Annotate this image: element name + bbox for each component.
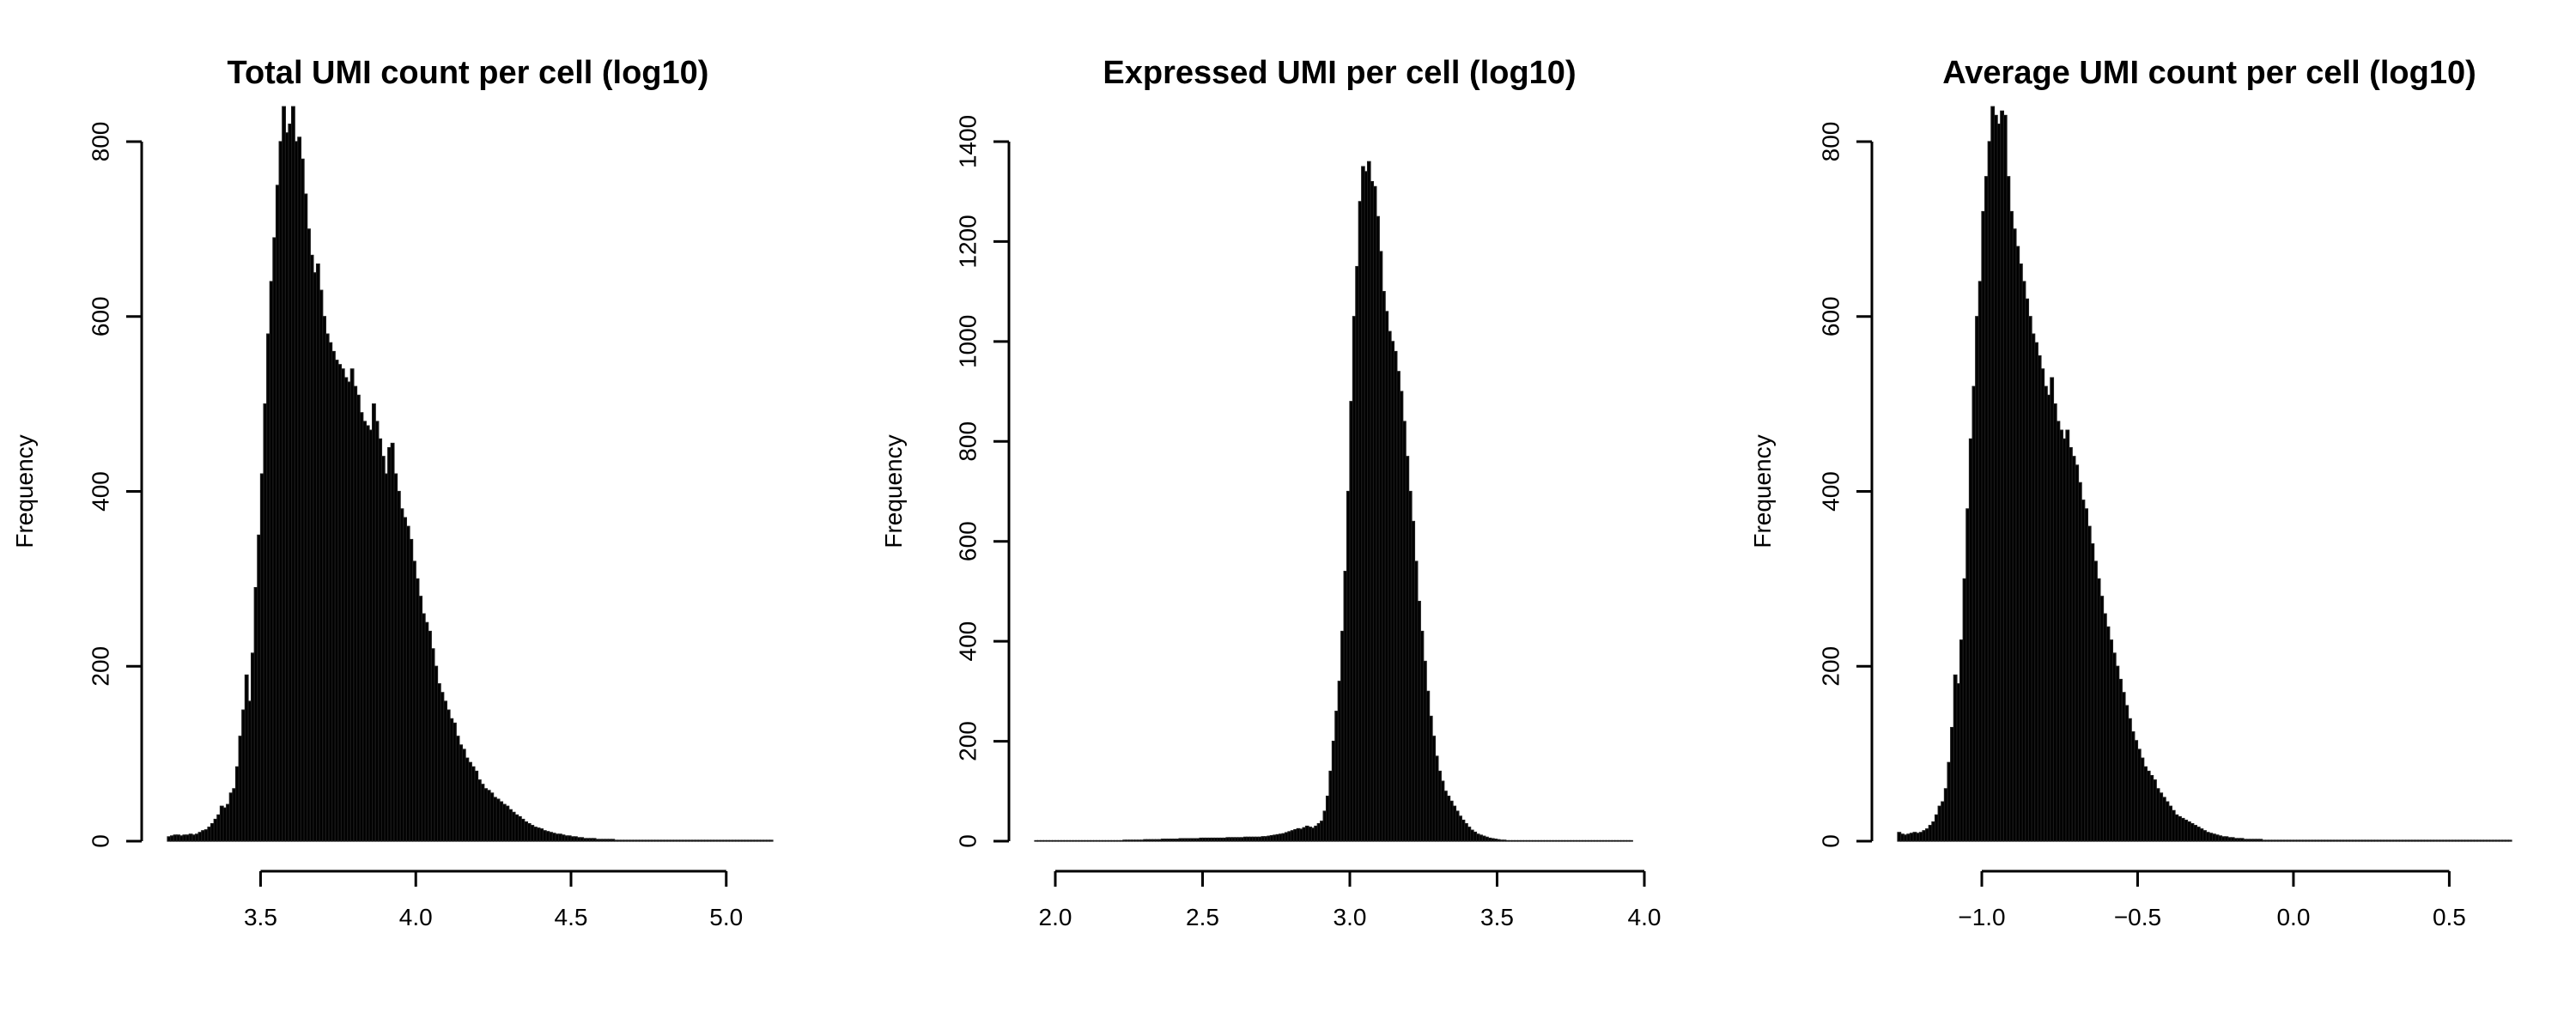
x-axis: −1.0 −0.5 0.0 0.5 <box>1958 869 2466 930</box>
y-tick-label: 1200 <box>955 215 981 268</box>
y-axis: 0 200 400 600 800 <box>1818 122 1874 848</box>
y-tick-label: 0 <box>88 834 114 848</box>
y-tick-label: 400 <box>88 471 114 512</box>
x-tick-label: 4.5 <box>555 904 588 930</box>
y-axis: 0 200 400 600 800 1000 1200 1400 <box>955 115 1011 848</box>
y-tick-label: 200 <box>955 721 981 761</box>
panel-total-umi: Total UMI count per cell (log10) Frequen… <box>11 55 774 930</box>
y-tick-label: 600 <box>1818 296 1844 336</box>
y-tick-label: 800 <box>955 421 981 462</box>
y-tick-label: 600 <box>955 521 981 561</box>
y-tick-label: 800 <box>1818 122 1844 162</box>
y-tick-label: 600 <box>88 296 114 336</box>
histogram-bar <box>1629 839 1633 842</box>
y-tick-label: 0 <box>1818 834 1844 848</box>
histogram-bars <box>1897 106 2512 842</box>
histogram-bar <box>769 839 774 842</box>
histogram-bars <box>167 106 774 842</box>
y-tick-label: 1400 <box>955 115 981 168</box>
y-axis-label: Frequency <box>880 434 907 548</box>
y-tick-label: 1000 <box>955 315 981 368</box>
chart-title: Average UMI count per cell (log10) <box>1942 55 2476 91</box>
y-axis-label: Frequency <box>11 434 38 548</box>
histogram-bars <box>1034 161 1633 842</box>
histogram-bar <box>2507 839 2512 842</box>
panel-expressed-umi: Expressed UMI per cell (log10) Frequency… <box>880 55 1661 930</box>
x-tick-label: 3.5 <box>1480 904 1514 930</box>
x-tick-label: 5.0 <box>709 904 743 930</box>
x-axis: 2.0 2.5 3.0 3.5 4.0 <box>1039 869 1662 930</box>
chart-title: Expressed UMI per cell (log10) <box>1103 55 1576 91</box>
x-tick-label: 0.5 <box>2433 904 2466 930</box>
y-tick-label: 400 <box>1818 471 1844 512</box>
x-tick-label: 0.0 <box>2276 904 2310 930</box>
y-tick-label: 200 <box>88 646 114 687</box>
y-axis-label: Frequency <box>1749 434 1776 548</box>
panel-average-umi: Average UMI count per cell (log10) Frequ… <box>1749 55 2512 930</box>
y-tick-label: 400 <box>955 621 981 662</box>
x-tick-label: 3.0 <box>1334 904 1367 930</box>
x-tick-label: 2.5 <box>1186 904 1219 930</box>
chart-title: Total UMI count per cell (log10) <box>228 55 709 91</box>
x-tick-label: 3.5 <box>244 904 277 930</box>
y-tick-label: 800 <box>88 122 114 162</box>
x-tick-label: 4.0 <box>399 904 433 930</box>
x-axis: 3.5 4.0 4.5 5.0 <box>244 869 743 930</box>
y-tick-label: 200 <box>1818 646 1844 687</box>
x-tick-label: −1.0 <box>1958 904 2005 930</box>
y-axis: 0 200 400 600 800 <box>88 122 143 848</box>
x-tick-label: 4.0 <box>1628 904 1662 930</box>
x-tick-label: 2.0 <box>1039 904 1072 930</box>
y-tick-label: 0 <box>955 834 981 848</box>
x-tick-label: −0.5 <box>2114 904 2161 930</box>
